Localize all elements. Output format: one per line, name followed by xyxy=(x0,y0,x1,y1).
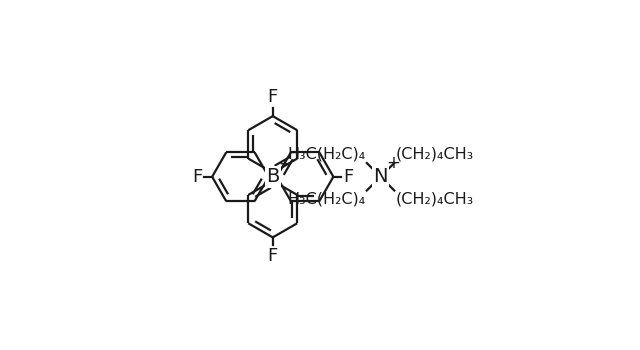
Text: +: + xyxy=(387,154,401,173)
Text: H₃C(H₂C)₄: H₃C(H₂C)₄ xyxy=(287,192,365,207)
Text: B: B xyxy=(266,167,280,186)
Text: (CH₂)₄CH₃: (CH₂)₄CH₃ xyxy=(396,147,474,162)
Text: H₃C(H₂C)₄: H₃C(H₂C)₄ xyxy=(287,147,365,162)
Text: F: F xyxy=(268,247,278,265)
Text: −: − xyxy=(278,154,292,173)
Text: N: N xyxy=(373,167,388,186)
Text: (CH₂)₄CH₃: (CH₂)₄CH₃ xyxy=(396,192,474,207)
Text: F: F xyxy=(343,168,353,186)
Text: F: F xyxy=(192,168,202,186)
Text: F: F xyxy=(268,89,278,106)
